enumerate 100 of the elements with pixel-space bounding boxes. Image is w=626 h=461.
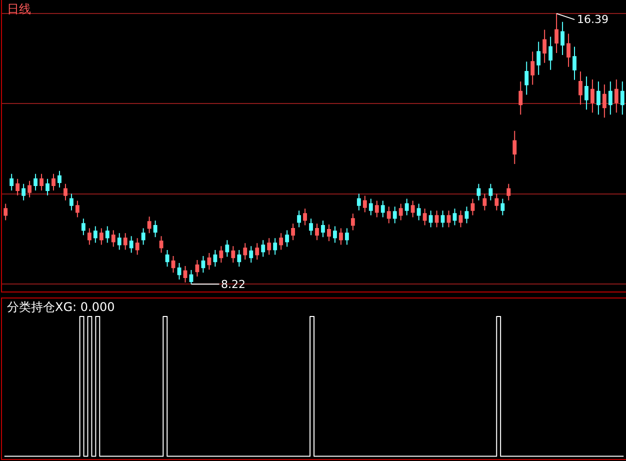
candlestick	[165, 250, 170, 268]
candlestick	[458, 210, 463, 228]
candlestick	[548, 36, 553, 70]
candlestick	[231, 246, 236, 264]
candlestick	[177, 262, 182, 280]
candlestick	[506, 183, 511, 201]
candlestick	[584, 76, 588, 110]
candlestick	[273, 238, 278, 256]
candlestick	[285, 230, 290, 248]
candlestick	[16, 178, 20, 196]
candlestick	[452, 208, 457, 226]
candlestick	[58, 170, 62, 188]
candlestick	[464, 206, 469, 224]
candlestick	[279, 232, 284, 250]
candlestick	[309, 218, 313, 236]
candlestick	[10, 173, 14, 191]
candlestick	[141, 228, 146, 246]
candlestick	[512, 130, 517, 164]
candlestick	[416, 203, 421, 221]
candlestick	[267, 238, 272, 256]
candlestick	[183, 265, 188, 284]
candlestick	[332, 226, 337, 244]
chart-title: 日线	[7, 2, 31, 16]
candlestick	[123, 232, 128, 250]
candlestick	[81, 218, 86, 236]
candlestick	[338, 228, 343, 246]
candlestick	[153, 220, 158, 238]
candlestick	[518, 80, 523, 116]
candlestick	[608, 80, 612, 116]
candlestick	[440, 210, 445, 228]
candlestick	[554, 13, 558, 54]
candlestick	[398, 203, 403, 221]
candlestick	[105, 226, 110, 244]
candlestick	[386, 206, 391, 224]
candlestick	[422, 208, 427, 226]
candlestick	[93, 226, 98, 244]
candlestick	[596, 80, 600, 116]
candlestick	[614, 78, 618, 114]
annotation: 16.39	[577, 13, 608, 26]
candlestick	[243, 242, 248, 260]
candlestick	[428, 210, 433, 228]
candlestick	[362, 195, 367, 213]
candlestick	[297, 210, 301, 228]
candlestick	[87, 228, 92, 246]
candlestick	[578, 71, 582, 106]
candlestick	[530, 51, 535, 86]
candlestick	[195, 260, 200, 278]
candlestick	[590, 78, 594, 114]
candlestick	[171, 256, 176, 274]
candlestick	[620, 80, 624, 116]
candlestick	[135, 238, 140, 256]
candlestick	[225, 240, 230, 258]
candlestick	[321, 220, 325, 238]
candlestick	[350, 213, 355, 231]
candlestick	[207, 252, 212, 270]
candlestick	[392, 206, 397, 224]
candlestick	[500, 198, 505, 216]
candlestick	[356, 193, 361, 211]
candlestick	[602, 84, 606, 118]
candlestick	[111, 230, 116, 248]
candlestick	[117, 232, 122, 250]
candlestick	[482, 193, 487, 211]
annotation: 8.22	[221, 278, 246, 291]
candlestick	[470, 198, 475, 216]
candlestick	[147, 216, 152, 234]
candlestick	[255, 242, 260, 260]
chart-title: 分类持仓XG: 0.000	[7, 300, 115, 314]
candlestick	[261, 240, 266, 258]
candlestick	[46, 178, 50, 196]
candlestick	[536, 41, 541, 76]
candlestick	[303, 208, 307, 226]
candlestick	[572, 46, 576, 80]
candlestick	[410, 200, 415, 218]
candlestick	[64, 183, 68, 201]
candlestick	[99, 228, 104, 246]
candlestick	[4, 203, 8, 221]
candlestick	[542, 29, 547, 64]
candlestick	[494, 193, 499, 211]
candlestick	[129, 236, 134, 254]
candlestick	[446, 210, 451, 228]
candlestick	[566, 33, 570, 68]
candlestick	[28, 180, 32, 198]
candlestick	[560, 21, 564, 56]
candlestick	[327, 224, 331, 242]
candlestick	[404, 198, 409, 216]
candlestick	[476, 183, 481, 201]
candlestick	[380, 200, 385, 218]
candlestick	[524, 61, 529, 96]
candlestick	[52, 173, 56, 191]
candlestick	[315, 223, 319, 241]
candlestick	[368, 198, 373, 216]
candlestick	[434, 210, 439, 228]
candlestick	[189, 269, 194, 285]
candlestick	[70, 193, 74, 211]
candlestick	[374, 200, 379, 218]
candlestick	[291, 223, 296, 241]
candlestick	[75, 200, 80, 218]
candlestick	[40, 173, 44, 191]
candlestick	[213, 250, 218, 268]
candlestick	[159, 236, 164, 254]
